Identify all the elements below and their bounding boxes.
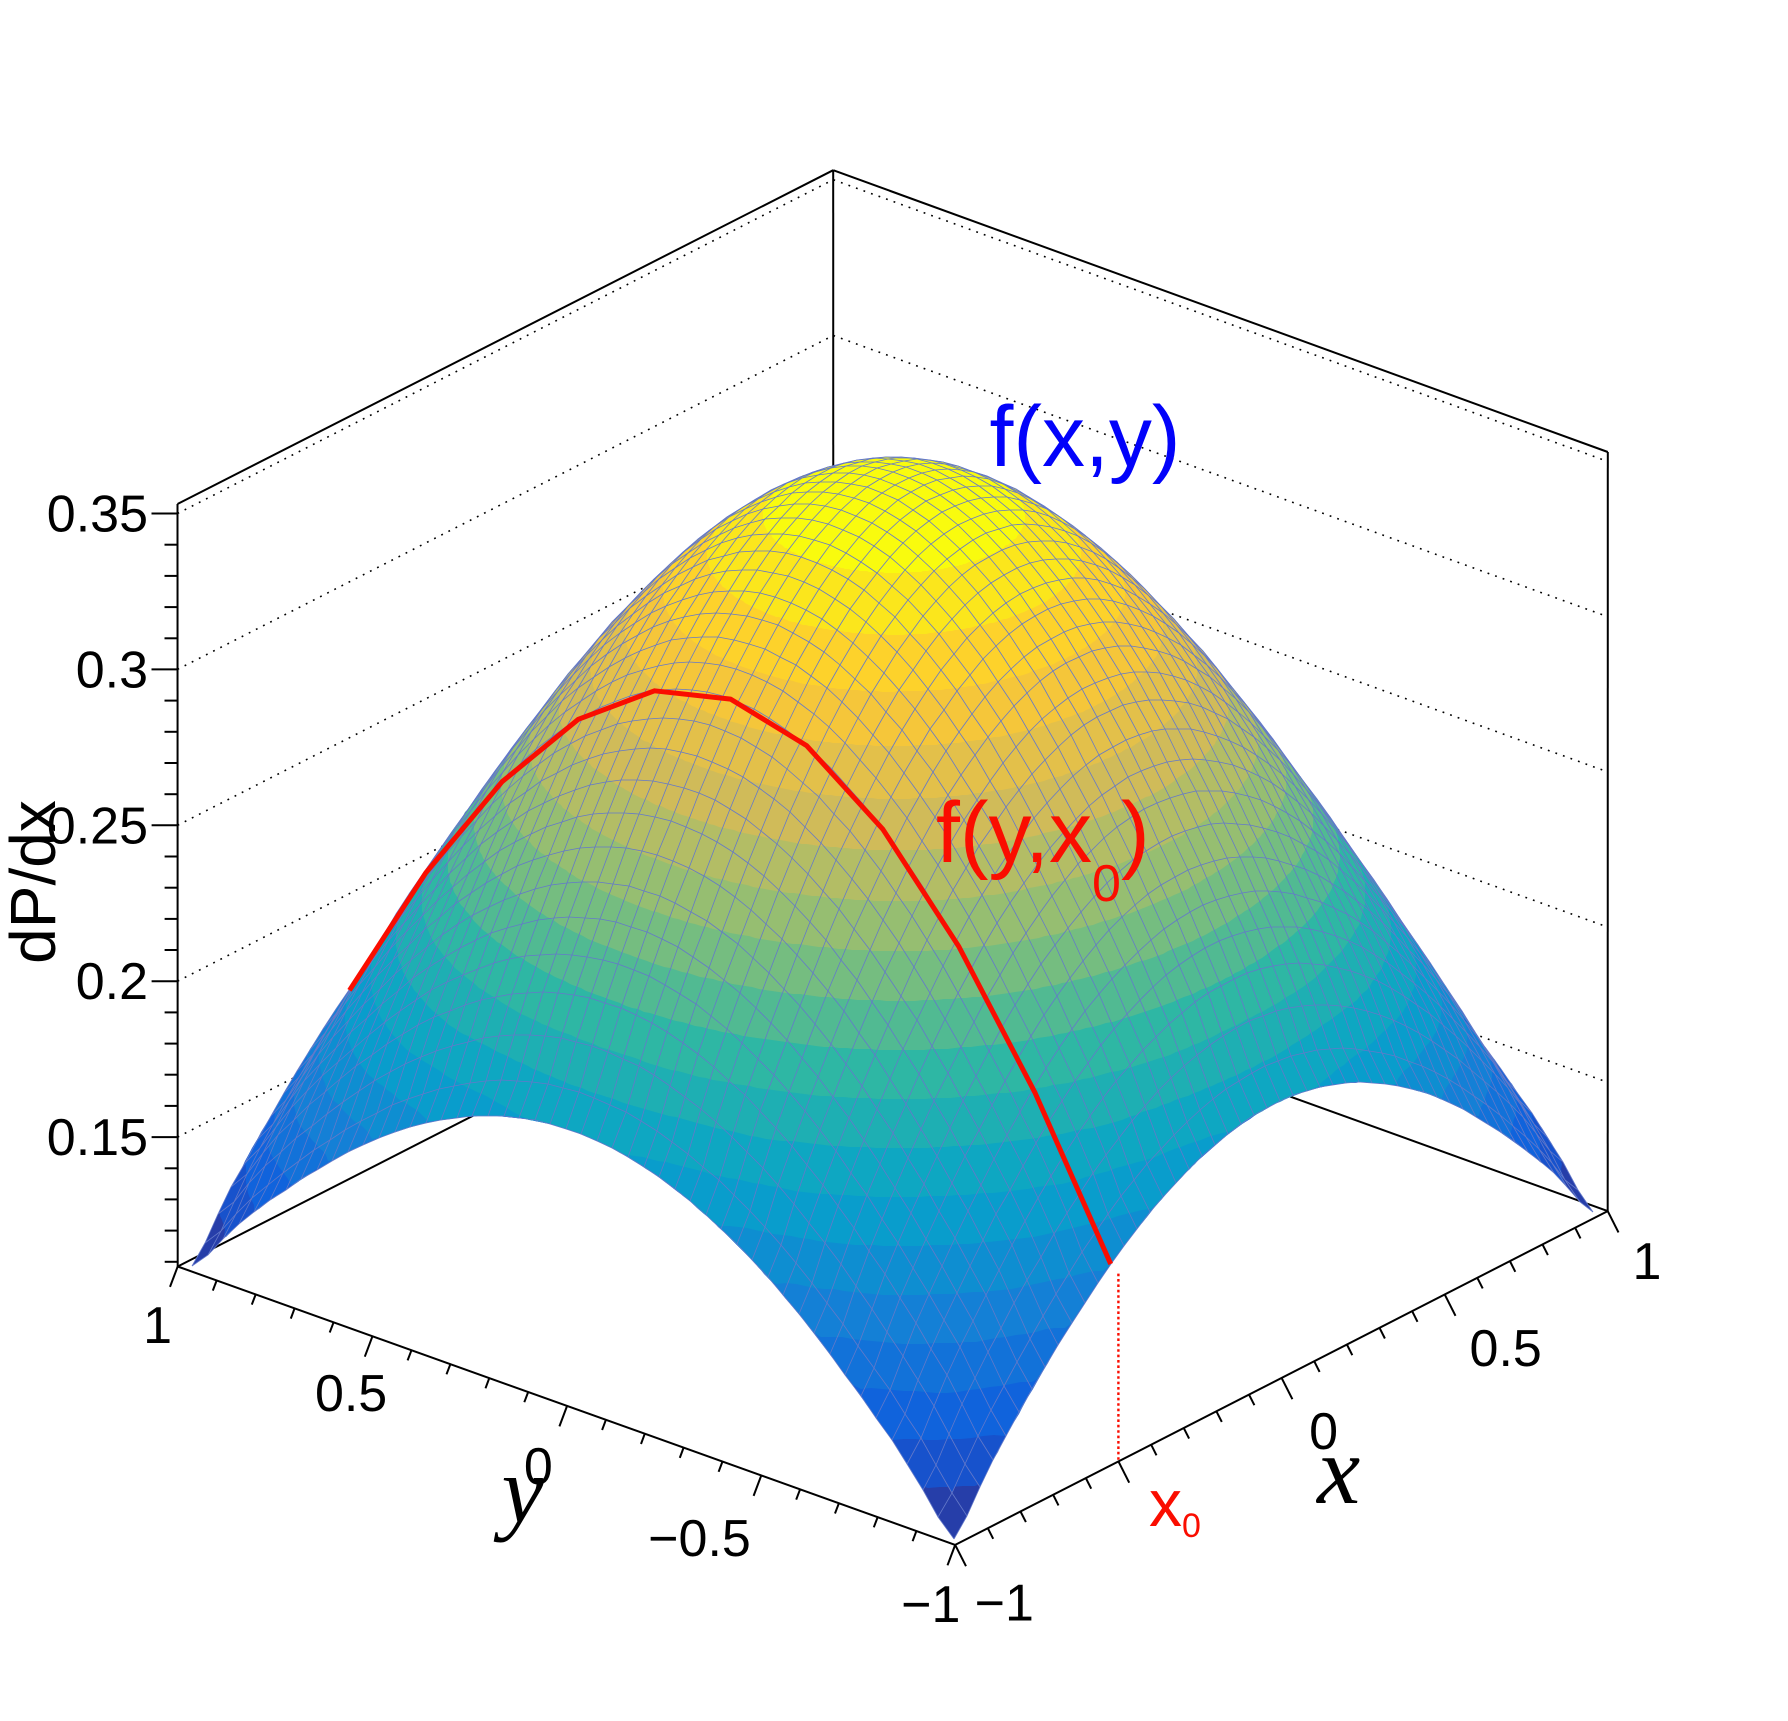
svg-text:0.5: 0.5 (1470, 1320, 1542, 1378)
svg-text:0.2: 0.2 (76, 953, 148, 1011)
svg-text:y: y (494, 1437, 545, 1543)
svg-text:0.15: 0.15 (47, 1109, 148, 1167)
svg-text:−1: −1 (901, 1576, 960, 1634)
svg-text:0.3: 0.3 (76, 641, 148, 699)
svg-text:0.35: 0.35 (47, 486, 148, 544)
svg-text:dP/dx: dP/dx (0, 800, 69, 964)
svg-text:x: x (1315, 1417, 1360, 1524)
svg-text:−1: −1 (975, 1575, 1034, 1633)
svg-text:0.5: 0.5 (315, 1365, 387, 1423)
svg-text:1: 1 (1633, 1233, 1662, 1291)
svg-text:−0.5: −0.5 (648, 1510, 751, 1568)
svg-text:1: 1 (143, 1297, 172, 1355)
svg-text:f(x,y): f(x,y) (989, 389, 1180, 485)
